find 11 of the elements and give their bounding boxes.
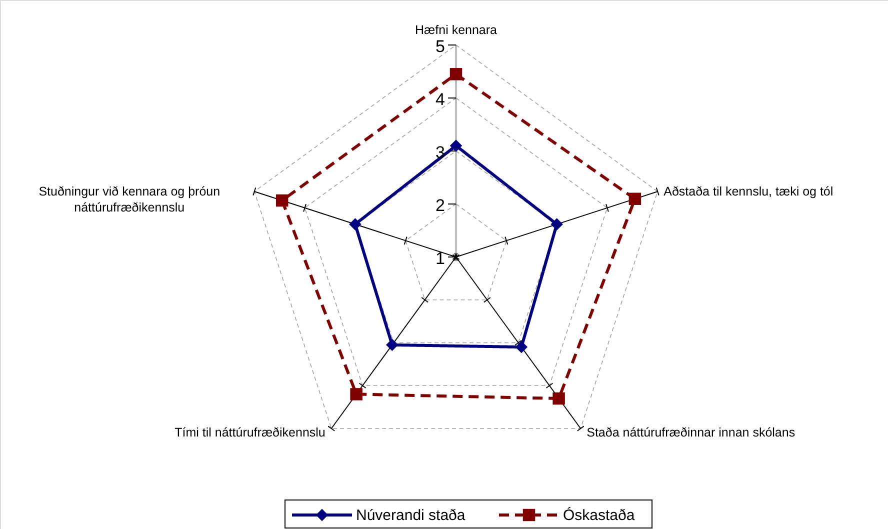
y-tick-label: 4 — [436, 90, 445, 109]
spoke-label: Tími til náttúrufræðikennslu — [174, 426, 326, 440]
y-tick-label: 5 — [436, 37, 445, 56]
legend-label: Núverandi staða — [356, 507, 466, 524]
y-tick-label: 2 — [436, 196, 445, 215]
y-tick-label: 1 — [436, 249, 445, 268]
legend-label: Óskastaða — [563, 506, 636, 524]
spoke-label: Aðstaða til kennslu, tæki og tól — [664, 184, 834, 198]
spoke-label: Staða náttúrufræðinnar innan skólans — [586, 426, 796, 440]
spoke-label: Hæfni kennara — [415, 23, 498, 37]
spoke-label: Stuðningur við kennara og þróun náttúrufræðikennslu — [38, 184, 220, 214]
